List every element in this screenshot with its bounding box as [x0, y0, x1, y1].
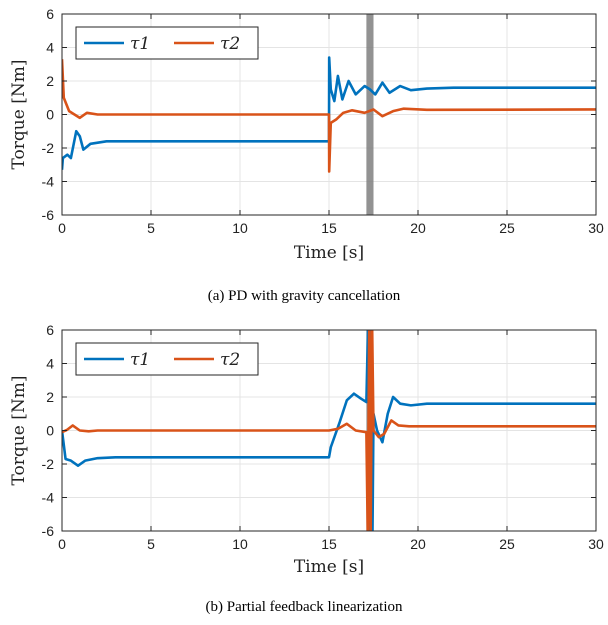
x-tick-label: 5	[147, 536, 155, 552]
x-tick-label: 20	[410, 220, 426, 236]
series-line-tau2	[62, 330, 596, 531]
y-tick-label: 2	[46, 73, 54, 89]
y-axis-label: Torque [Nm]	[9, 376, 29, 486]
y-tick-label: -6	[42, 207, 55, 223]
y-tick-label: -4	[42, 174, 55, 190]
panel-a: 0 5 10 15 20 25 30 -6 -4 -2 0 2 4 6 Time [s] Torque [Nm…	[9, 6, 604, 304]
y-tick-label: 0	[46, 107, 54, 123]
legend-box	[75, 26, 259, 60]
y-tick-label: 6	[46, 6, 54, 22]
y-axis-label: Torque [Nm]	[9, 60, 29, 170]
x-tick-label: 10	[232, 220, 248, 236]
legend-entry-tau1: τ1	[130, 350, 150, 370]
panel-b: 0 5 10 15 20 25 30 -6 -4 -2 0 2 4 6 Time [s] Torque [Nm…	[9, 322, 604, 615]
x-axis-label: Time [s]	[294, 243, 364, 263]
y-tick-label: 4	[46, 40, 54, 56]
y-tick-label: -6	[42, 523, 55, 539]
legend-entry-tau2: τ2	[220, 34, 240, 54]
x-tick-label: 25	[499, 536, 515, 552]
series-line-tau1	[62, 330, 596, 531]
x-tick-label: 0	[58, 536, 66, 552]
series-line-tau2	[62, 59, 596, 173]
x-tick-label: 10	[232, 536, 248, 552]
x-tick-label: 20	[410, 536, 426, 552]
x-tick-label: 0	[58, 220, 66, 236]
y-tick-label: -2	[42, 140, 55, 156]
switch-band	[366, 14, 374, 215]
y-tick-label: 0	[46, 423, 54, 439]
figure-caption: (a) PD with gravity cancellation	[208, 288, 401, 304]
series-line-tau1	[62, 56, 596, 170]
x-axis-label: Time [s]	[294, 557, 364, 577]
x-tick-label: 5	[147, 220, 155, 236]
y-tick-label: 6	[46, 322, 54, 338]
x-tick-label: 15	[321, 220, 337, 236]
y-tick-label: 2	[46, 389, 54, 405]
y-tick-label: -2	[42, 456, 55, 472]
x-tick-label: 15	[321, 536, 337, 552]
y-tick-label: -4	[42, 490, 55, 506]
figure-caption: (b) Partial feedback linearization	[206, 599, 403, 615]
x-tick-label: 30	[588, 220, 604, 236]
y-tick-label: 4	[46, 356, 54, 372]
x-tick-label: 30	[588, 536, 604, 552]
legend-entry-tau2: τ2	[220, 350, 240, 370]
x-tick-label: 25	[499, 220, 515, 236]
legend-entry-tau1: τ1	[130, 34, 150, 54]
